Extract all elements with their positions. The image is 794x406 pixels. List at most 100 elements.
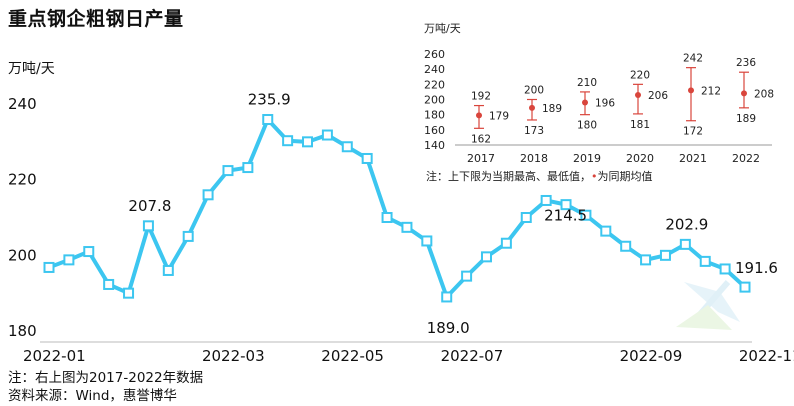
main-data-label: 202.9 xyxy=(665,215,708,233)
daily-output-point xyxy=(580,209,592,221)
daily-output-point xyxy=(739,281,751,293)
daily-output-point xyxy=(679,238,691,250)
daily-output-point xyxy=(341,141,353,153)
data-range-note: 注：右上图为2017-2022年数据 xyxy=(8,370,204,386)
daily-output-point xyxy=(123,287,135,299)
daily-output-point xyxy=(540,194,552,206)
main-y-tick-label: 240 xyxy=(8,95,37,113)
main-y-tick-label: 200 xyxy=(8,246,37,264)
inset-mean-label: 208 xyxy=(754,88,774,100)
main-data-label: 191.6 xyxy=(735,259,778,277)
main-x-tick-label: 2022-01 xyxy=(23,347,86,365)
inset-mean-point xyxy=(688,87,694,94)
main-y-tick-label: 180 xyxy=(8,322,37,340)
inset-mean-label: 206 xyxy=(648,90,668,102)
inset-x-tick-label: 2019 xyxy=(573,152,601,165)
inset-min-label: 189 xyxy=(736,113,756,125)
daily-output-point xyxy=(640,254,652,266)
inset-mean-label: 196 xyxy=(595,98,615,110)
daily-output-point xyxy=(560,199,572,211)
daily-output-point xyxy=(361,152,373,164)
inset-max-label: 210 xyxy=(577,77,597,89)
main-data-label: 214.5 xyxy=(544,206,587,224)
daily-output-point xyxy=(321,129,333,141)
inset-y-tick-label: 260 xyxy=(424,48,445,61)
inset-mean-label: 179 xyxy=(489,110,509,122)
daily-output-point xyxy=(262,114,274,126)
daily-output-point xyxy=(381,212,393,223)
inset-y-unit: 万吨/天 xyxy=(424,22,461,35)
main-x-tick-label: 2022-05 xyxy=(321,347,384,365)
inset-note-text: 注：上下限为当期最高、最低值， xyxy=(426,169,591,183)
daily-output-point xyxy=(182,230,194,242)
inset-y-tick-label: 240 xyxy=(424,63,445,76)
inset-x-tick-label: 2017 xyxy=(467,152,495,165)
daily-output-point xyxy=(620,240,632,252)
main-data-label: 189.0 xyxy=(427,319,470,337)
daily-output-point xyxy=(401,221,413,233)
chart-title: 重点钢企粗钢日产量 xyxy=(8,8,184,30)
daily-output-point xyxy=(719,263,731,275)
daily-output-point xyxy=(441,291,453,303)
daily-output-point xyxy=(142,220,154,232)
daily-output-point xyxy=(242,162,254,174)
inset-mean-point xyxy=(582,99,588,106)
daily-output-point xyxy=(500,237,512,249)
pickaxe-watermark-icon xyxy=(676,280,740,330)
inset-mean-label: 189 xyxy=(542,103,562,115)
inset-y-tick-label: 220 xyxy=(424,78,445,91)
daily-output-point xyxy=(461,270,473,282)
inset-max-label: 236 xyxy=(736,57,756,69)
daily-output-point xyxy=(63,254,75,266)
inset-mean-point xyxy=(635,91,641,98)
inset-mean-point xyxy=(741,90,747,97)
daily-output-point xyxy=(103,278,115,290)
inset-note: 注：上下限为当期最高、最低值，•为同期均值 xyxy=(426,169,653,183)
main-data-label: 207.8 xyxy=(128,197,171,215)
inset-x-tick-label: 2022 xyxy=(732,152,760,165)
main-x-tick-label: 2022-03 xyxy=(202,347,265,365)
daily-output-point xyxy=(520,212,532,223)
inset-min-label: 180 xyxy=(577,120,597,132)
inset-note-marker: • xyxy=(591,170,598,183)
inset-min-label: 173 xyxy=(524,125,544,137)
main-x-tick-label: 2022-09 xyxy=(620,347,683,365)
daily-output-point xyxy=(480,251,492,263)
inset-mean-label: 212 xyxy=(701,85,721,97)
inset-y-tick-label: 160 xyxy=(424,124,445,137)
inset-y-tick-label: 200 xyxy=(424,94,445,107)
inset-min-label: 162 xyxy=(471,133,491,145)
daily-output-point xyxy=(282,135,294,147)
daily-output-point xyxy=(162,264,174,276)
daily-output-point xyxy=(202,189,214,201)
daily-output-point xyxy=(222,165,234,177)
daily-output-point xyxy=(600,225,612,237)
daily-output-point xyxy=(699,255,711,267)
daily-output-point xyxy=(43,261,55,273)
main-y-unit: 万吨/天 xyxy=(8,61,55,77)
inset-max-label: 192 xyxy=(471,91,491,103)
main-x-tick-label: 2022-11 xyxy=(739,347,794,365)
inset-y-tick-label: 180 xyxy=(424,109,445,122)
inset-min-label: 172 xyxy=(683,126,703,138)
inset-x-tick-label: 2018 xyxy=(520,152,548,165)
inset-x-tick-label: 2020 xyxy=(626,152,654,165)
main-x-tick-label: 2022-07 xyxy=(441,347,504,365)
main-data-label: 235.9 xyxy=(248,91,291,109)
inset-max-label: 220 xyxy=(630,69,650,81)
daily-output-point xyxy=(83,246,95,258)
daily-output-point xyxy=(302,136,314,148)
inset-mean-point xyxy=(529,104,535,111)
daily-output-point xyxy=(421,235,433,247)
daily-output-point xyxy=(659,249,671,261)
inset-y-tick-label: 140 xyxy=(424,139,445,152)
inset-max-label: 242 xyxy=(683,53,703,65)
inset-x-tick-label: 2021 xyxy=(679,152,707,165)
inset-mean-point xyxy=(476,112,482,119)
main-y-tick-label: 220 xyxy=(8,171,37,189)
inset-max-label: 200 xyxy=(524,85,544,97)
inset-min-label: 181 xyxy=(630,119,650,131)
inset-note-marker-text: 为同期均值 xyxy=(598,170,653,183)
source-note: 资料来源：Wind，惠誉博华 xyxy=(8,388,177,404)
